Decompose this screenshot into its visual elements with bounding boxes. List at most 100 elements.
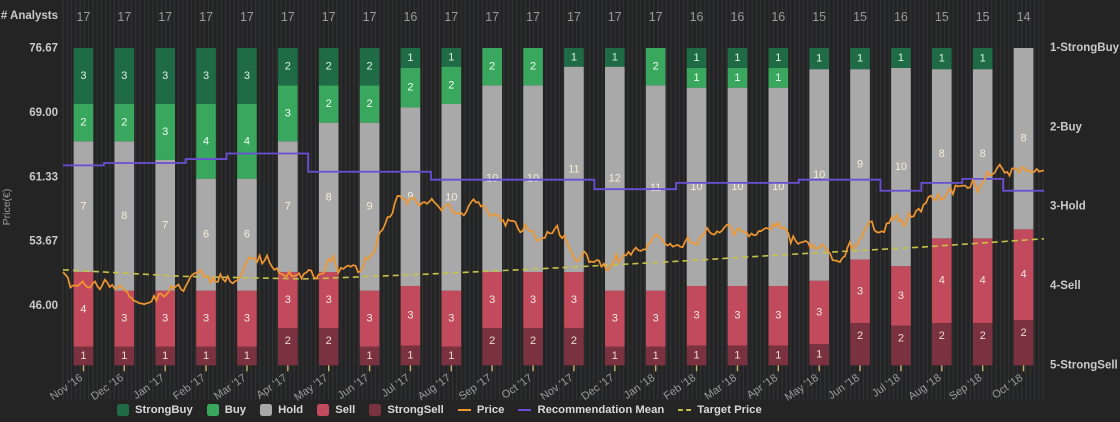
svg-text:1: 1	[407, 349, 413, 361]
svg-text:2: 2	[366, 98, 372, 110]
svg-text:3: 3	[448, 313, 454, 325]
svg-text:1: 1	[980, 53, 986, 65]
svg-text:8: 8	[121, 210, 127, 222]
svg-text:Price(€): Price(€)	[1, 189, 13, 226]
svg-text:4: 4	[203, 135, 209, 147]
svg-text:8: 8	[939, 148, 945, 160]
svg-text:3: 3	[162, 126, 168, 138]
svg-text:4: 4	[244, 135, 250, 147]
svg-text:3: 3	[203, 70, 209, 82]
svg-text:17: 17	[158, 10, 172, 24]
svg-text:1: 1	[653, 350, 659, 362]
svg-text:3: 3	[121, 313, 127, 325]
svg-text:# Analysts: # Analysts	[1, 10, 58, 22]
svg-text:2: 2	[1020, 327, 1026, 339]
svg-text:1: 1	[816, 349, 822, 361]
svg-text:6: 6	[244, 229, 250, 241]
svg-text:2: 2	[407, 82, 413, 94]
svg-text:11: 11	[650, 182, 661, 194]
svg-text:2: 2	[366, 61, 372, 73]
svg-text:16: 16	[730, 10, 744, 24]
svg-text:2: 2	[980, 330, 986, 342]
svg-text:7: 7	[162, 219, 168, 231]
svg-text:17: 17	[444, 10, 458, 24]
svg-text:3: 3	[162, 70, 168, 82]
svg-text:3: 3	[653, 313, 659, 325]
svg-text:3: 3	[734, 310, 740, 322]
svg-text:16: 16	[690, 10, 704, 24]
svg-text:8: 8	[980, 148, 986, 160]
svg-text:2: 2	[530, 61, 536, 73]
svg-text:2: 2	[80, 117, 86, 129]
svg-text:3: 3	[530, 294, 536, 306]
svg-text:2: 2	[653, 61, 659, 73]
svg-text:1: 1	[693, 52, 699, 64]
svg-text:16: 16	[894, 10, 908, 24]
svg-text:15: 15	[976, 10, 990, 24]
svg-text:3: 3	[162, 313, 168, 325]
svg-text:12: 12	[609, 173, 621, 185]
svg-text:1: 1	[203, 350, 209, 362]
svg-text:9: 9	[366, 201, 372, 213]
svg-text:15: 15	[853, 10, 867, 24]
svg-text:17: 17	[199, 10, 213, 24]
svg-text:61.33: 61.33	[29, 171, 58, 183]
svg-text:3: 3	[571, 294, 577, 306]
svg-text:1-StrongBuy: 1-StrongBuy	[1050, 42, 1120, 54]
svg-text:2: 2	[285, 335, 291, 347]
svg-text:1: 1	[816, 53, 822, 65]
svg-text:76.67: 76.67	[29, 43, 58, 55]
svg-text:17: 17	[240, 10, 254, 24]
svg-text:2: 2	[326, 98, 332, 110]
svg-text:3-Hold: 3-Hold	[1050, 201, 1086, 213]
svg-text:14: 14	[1017, 10, 1031, 24]
svg-text:7: 7	[80, 201, 86, 213]
svg-text:8: 8	[326, 191, 332, 203]
svg-text:1: 1	[366, 350, 372, 362]
svg-text:1: 1	[775, 72, 781, 84]
svg-text:1: 1	[898, 52, 904, 64]
svg-text:17: 17	[76, 10, 90, 24]
svg-text:1: 1	[693, 72, 699, 84]
svg-text:16: 16	[403, 10, 417, 24]
svg-text:1: 1	[939, 53, 945, 65]
svg-text:2: 2	[489, 335, 495, 347]
svg-text:3: 3	[693, 310, 699, 322]
svg-text:2: 2	[857, 330, 863, 342]
svg-text:3: 3	[326, 294, 332, 306]
svg-text:17: 17	[526, 10, 540, 24]
svg-text:10: 10	[527, 173, 539, 185]
svg-text:1: 1	[571, 51, 577, 63]
svg-text:1: 1	[244, 350, 250, 362]
svg-text:2: 2	[530, 335, 536, 347]
svg-text:3: 3	[407, 310, 413, 322]
svg-text:6: 6	[203, 229, 209, 241]
svg-text:1: 1	[162, 350, 168, 362]
svg-text:3: 3	[366, 313, 372, 325]
svg-text:5-StrongSell: 5-StrongSell	[1050, 359, 1118, 371]
svg-text:3: 3	[244, 313, 250, 325]
svg-text:3: 3	[244, 70, 250, 82]
svg-text:2-Buy: 2-Buy	[1050, 121, 1083, 133]
svg-text:1: 1	[612, 350, 618, 362]
svg-text:17: 17	[117, 10, 131, 24]
svg-text:17: 17	[322, 10, 336, 24]
svg-text:3: 3	[857, 285, 863, 297]
svg-text:1: 1	[612, 51, 618, 63]
svg-text:7: 7	[285, 201, 291, 213]
svg-text:1: 1	[448, 51, 454, 63]
svg-text:1: 1	[734, 52, 740, 64]
svg-text:3: 3	[816, 306, 822, 318]
svg-text:1: 1	[734, 349, 740, 361]
svg-text:1: 1	[857, 53, 863, 65]
svg-text:2: 2	[326, 335, 332, 347]
svg-text:17: 17	[485, 10, 499, 24]
svg-text:1: 1	[775, 349, 781, 361]
svg-text:3: 3	[775, 310, 781, 322]
svg-text:3: 3	[612, 313, 618, 325]
svg-text:2: 2	[489, 61, 495, 73]
svg-text:10: 10	[895, 161, 907, 173]
svg-text:17: 17	[608, 10, 622, 24]
svg-text:15: 15	[812, 10, 826, 24]
svg-text:2: 2	[448, 79, 454, 91]
